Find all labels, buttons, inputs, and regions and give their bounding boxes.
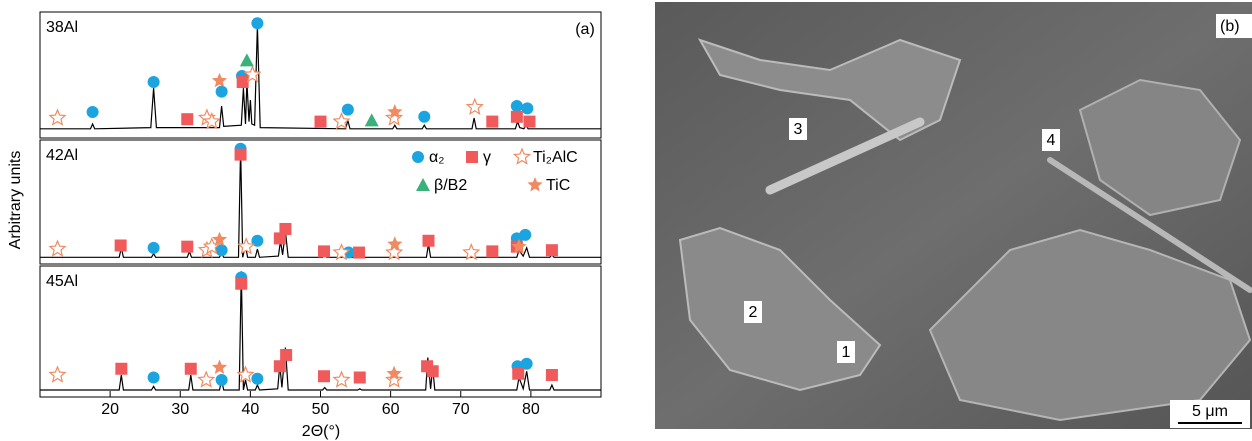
- marker: [546, 244, 558, 256]
- marker: [240, 53, 254, 66]
- marker: [199, 372, 214, 387]
- marker: [512, 368, 524, 380]
- marker: [418, 111, 430, 123]
- marker: [251, 373, 263, 385]
- marker: [238, 367, 253, 382]
- marker: [353, 247, 365, 259]
- region-label: 2: [749, 304, 758, 321]
- marker: [115, 363, 127, 375]
- marker: [181, 241, 193, 253]
- marker: [315, 116, 327, 128]
- legend-label: γ: [483, 149, 491, 166]
- x-tick-label: 70: [452, 401, 470, 418]
- marker: [523, 116, 535, 128]
- scale-bar-label: 5 μm: [1192, 403, 1228, 420]
- marker: [334, 372, 349, 387]
- region-label: 4: [1047, 132, 1056, 149]
- panel-label: (b): [1220, 18, 1240, 35]
- legend-label: α₂: [429, 149, 444, 166]
- panel-label: (a): [575, 21, 595, 38]
- sem-image: 3 4 2 1 (b) 5 μm: [655, 2, 1252, 429]
- marker: [511, 111, 523, 123]
- marker: [216, 86, 228, 98]
- marker: [115, 239, 127, 251]
- marker: [521, 102, 533, 114]
- marker: [342, 104, 354, 116]
- marker: [148, 242, 160, 254]
- marker: [50, 367, 65, 382]
- x-tick-label: 50: [312, 401, 330, 418]
- x-axis-label: 2Θ(°): [302, 423, 340, 440]
- marker: [216, 374, 228, 386]
- x-tick-label: 20: [101, 401, 119, 418]
- marker: [511, 100, 523, 112]
- marker: [519, 229, 531, 241]
- marker: [427, 365, 439, 377]
- marker: [181, 113, 193, 125]
- marker: [235, 278, 247, 290]
- marker: [279, 223, 291, 235]
- marker: [422, 235, 434, 247]
- y-axis-label: Arbitrary units: [7, 151, 24, 250]
- marker: [318, 370, 330, 382]
- marker: [274, 360, 286, 372]
- legend-marker: [416, 178, 430, 191]
- marker: [237, 76, 249, 88]
- sample-label: 45Al: [46, 273, 78, 290]
- marker: [148, 372, 160, 384]
- marker: [185, 363, 197, 375]
- marker: [50, 241, 65, 256]
- marker: [546, 369, 558, 381]
- sample-label: 42Al: [46, 147, 78, 164]
- marker: [318, 245, 330, 257]
- legend-marker: [412, 151, 424, 163]
- marker: [87, 106, 99, 118]
- marker: [280, 349, 292, 361]
- legend-label: Ti₂AlC: [533, 149, 578, 166]
- marker: [486, 116, 498, 128]
- marker: [50, 110, 65, 125]
- legend-marker: [514, 149, 529, 164]
- marker: [148, 76, 160, 88]
- marker: [467, 99, 482, 114]
- sample-label: 38Al: [46, 19, 78, 36]
- marker: [354, 372, 366, 384]
- x-tick-label: 40: [241, 401, 259, 418]
- marker: [235, 149, 247, 161]
- marker: [365, 113, 379, 126]
- marker: [212, 360, 227, 375]
- x-tick-label: 30: [171, 401, 189, 418]
- region-label: 3: [794, 121, 803, 138]
- legend-label: β/B2: [434, 177, 467, 194]
- legend-label: TiC: [546, 177, 570, 194]
- marker: [212, 73, 227, 88]
- x-tick-label: 60: [382, 401, 400, 418]
- legend-marker: [527, 177, 542, 192]
- figure: 3 4 2 1 (b) 5 μm (a) Arbitrary units 2Θ(…: [0, 0, 1252, 441]
- marker: [251, 17, 263, 29]
- region-label: 1: [842, 344, 851, 361]
- x-tick-label: 80: [522, 401, 540, 418]
- marker: [486, 245, 498, 257]
- legend-marker: [466, 151, 478, 163]
